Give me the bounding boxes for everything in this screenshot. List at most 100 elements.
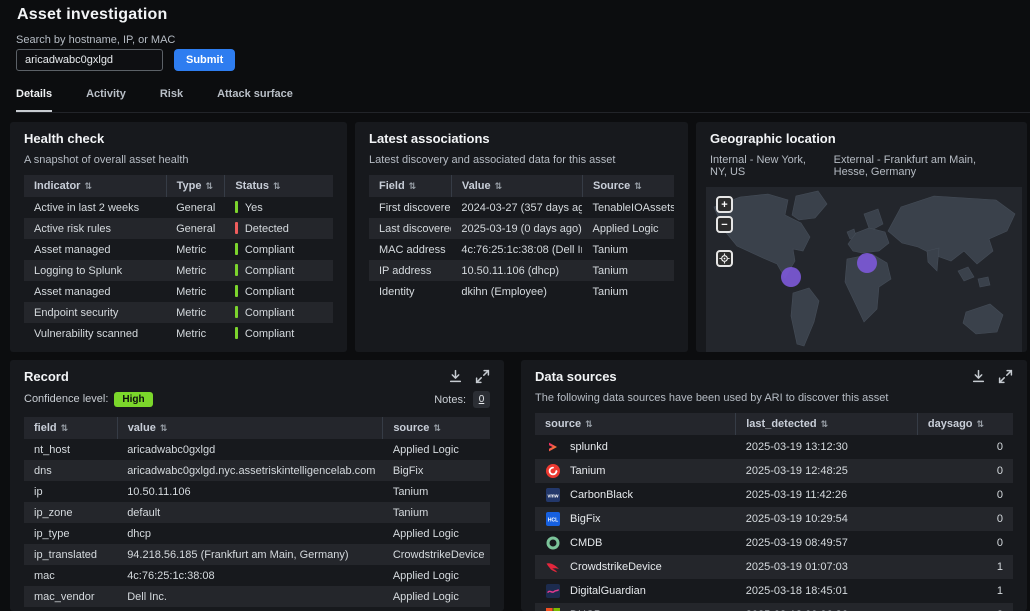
download-icon[interactable] (448, 369, 463, 384)
table-row: Active risk rules General Detected (24, 218, 333, 239)
source-cell: Tanium (582, 260, 674, 281)
daysago-cell: 1 (917, 579, 1013, 603)
search-input[interactable] (16, 49, 163, 71)
table-row: ip_zone default Tanium (24, 502, 490, 523)
splunk-icon (545, 439, 561, 455)
notes-count-badge[interactable]: 0 (473, 391, 490, 408)
record-panel: Record Confidence level:High Notes: 0 fi… (10, 360, 504, 611)
sort-icon: ⇅ (821, 419, 829, 429)
column-header-value[interactable]: Value⇅ (451, 175, 582, 197)
source-cell: Tanium (582, 281, 674, 302)
notes-label: Notes: (434, 394, 466, 406)
value-cell: aricadwabc0gxlgd.nyc.assetriskintelligen… (117, 460, 383, 481)
daysago-cell: 0 (917, 531, 1013, 555)
status-cell: Compliant (225, 281, 333, 302)
column-header-daysago[interactable]: daysago⇅ (917, 413, 1013, 435)
tab-details[interactable]: Details (16, 88, 52, 112)
expand-icon[interactable] (998, 369, 1013, 384)
field-cell: Last discovered (369, 218, 451, 239)
column-header-field[interactable]: Field⇅ (369, 175, 451, 197)
daysago-cell: 1 (917, 555, 1013, 579)
field-cell: nt_host (24, 439, 117, 460)
table-row: MAC address 4c:76:25:1c:38:08 (Dell Inc.… (369, 239, 674, 260)
map-zoom-in-button[interactable]: + (716, 196, 733, 213)
sort-icon: ⇅ (634, 181, 642, 191)
identity-link[interactable]: dkihn (Employee) (451, 281, 582, 302)
source-cell: BigFix (383, 460, 490, 481)
column-header-type[interactable]: Type⇅ (166, 175, 225, 197)
record-table: field⇅ value⇅ source⇅ nt_host aricadwabc… (24, 417, 490, 607)
map-locate-button[interactable] (716, 250, 733, 267)
crosshair-icon (719, 253, 730, 264)
latest-associations-panel: Latest associations Latest discovery and… (355, 122, 688, 352)
column-header-source[interactable]: source⇅ (535, 413, 736, 435)
page-title: Asset investigation (17, 6, 168, 24)
value-cell: 2025-03-19 (0 days ago) (451, 218, 582, 239)
value-cell: Dell Inc. (117, 586, 383, 607)
panel-subtitle: The following data sources have been use… (535, 392, 1013, 404)
source-cell: CMDB (535, 531, 736, 555)
sort-icon: ⇅ (273, 181, 281, 191)
table-row: mac 4c:76:25:1c:38:08 Applied Logic (24, 565, 490, 586)
field-cell: ip (24, 481, 117, 502)
source-cell: Tanium (383, 502, 490, 523)
column-header-indicator[interactable]: Indicator⇅ (24, 175, 166, 197)
panel-title: Latest associations (369, 131, 674, 146)
column-header-field[interactable]: field⇅ (24, 417, 117, 439)
map-marker-external[interactable] (857, 253, 877, 273)
table-row: CMDB 2025-03-19 08:49:57 0 (535, 531, 1013, 555)
table-row: Logging to Splunk Metric Compliant (24, 260, 333, 281)
mac-address-link[interactable]: 4c:76:25:1c:38:08 (Dell Inc.) (451, 239, 582, 260)
source-cell: Applied Logic (383, 523, 490, 544)
map-marker-internal[interactable] (781, 267, 801, 287)
source-cell: splunkd (535, 435, 736, 459)
source-cell: TenableIOAssets (582, 197, 674, 218)
map-zoom-out-button[interactable]: − (716, 216, 733, 233)
table-row: dns aricadwabc0gxlgd.nyc.assetriskintell… (24, 460, 490, 481)
table-row: Active in last 2 weeks General Yes (24, 197, 333, 218)
type-cell: Metric (166, 239, 225, 260)
field-cell: Identity (369, 281, 451, 302)
type-cell: Metric (166, 281, 225, 302)
column-header-last-detected[interactable]: last_detected⇅ (736, 413, 918, 435)
table-row: DHCP 2025-03-18 00:06:36 2 (535, 603, 1013, 611)
ip-address-link[interactable]: 10.50.11.106 (dhcp) (451, 260, 582, 281)
column-header-source[interactable]: Source⇅ (582, 175, 674, 197)
source-cell: CrowdstrikeDevice (535, 555, 736, 579)
tab-activity[interactable]: Activity (86, 88, 126, 112)
table-row: ip_type dhcp Applied Logic (24, 523, 490, 544)
submit-button[interactable]: Submit (174, 49, 235, 71)
daysago-cell: 2 (917, 603, 1013, 611)
status-cell: Compliant (225, 323, 333, 344)
download-icon[interactable] (971, 369, 986, 384)
tab-risk[interactable]: Risk (160, 88, 183, 112)
status-ok-bar (235, 243, 238, 255)
type-cell: General (166, 197, 225, 218)
data-sources-panel: Data sources The following data sources … (521, 360, 1027, 611)
type-cell: Metric (166, 260, 225, 281)
expand-icon[interactable] (475, 369, 490, 384)
sort-icon: ⇅ (61, 423, 69, 433)
status-cell: Yes (225, 197, 333, 218)
geographic-location-panel: Geographic location Internal - New York,… (696, 122, 1027, 352)
last-detected-cell: 2025-03-18 18:45:01 (736, 579, 918, 603)
dhcp-icon (545, 607, 561, 611)
confidence-badge[interactable]: High (114, 392, 152, 407)
tanium-icon (545, 463, 561, 479)
column-header-source[interactable]: source⇅ (383, 417, 490, 439)
source-cell: DHCP (535, 603, 736, 611)
bigfix-icon: HCL (545, 511, 561, 527)
world-map[interactable]: + − (706, 187, 1022, 352)
value-cell: 10.50.11.106 (117, 481, 383, 502)
tab-attack-surface[interactable]: Attack surface (217, 88, 293, 112)
column-header-status[interactable]: Status⇅ (225, 175, 333, 197)
indicator-cell: Active in last 2 weeks (24, 197, 166, 218)
panel-title: Data sources (535, 369, 617, 384)
daysago-cell: 0 (917, 435, 1013, 459)
field-cell: ip_type (24, 523, 117, 544)
source-cell: Tanium (535, 459, 736, 483)
status-ok-bar (235, 327, 238, 339)
table-row: HCL BigFix 2025-03-19 10:29:54 0 (535, 507, 1013, 531)
cmdb-icon (545, 535, 561, 551)
column-header-value[interactable]: value⇅ (117, 417, 383, 439)
